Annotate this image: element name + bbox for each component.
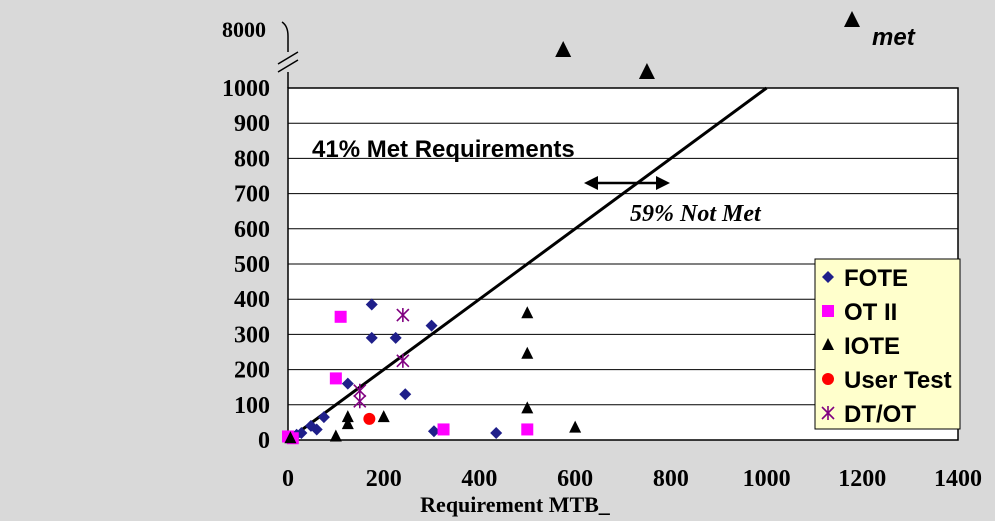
y-tick-label: 300 — [234, 322, 270, 348]
x-tick-label: 200 — [366, 466, 402, 492]
met-triangle-icon — [844, 11, 860, 27]
iote-point — [521, 306, 534, 319]
requirement-line — [287, 86, 768, 442]
ot-ii-point — [437, 423, 450, 436]
y-break-label: 8000 — [222, 17, 266, 42]
met-annotation: 41% Met Requirements — [312, 136, 575, 163]
x-tick-label: 0 — [282, 466, 294, 492]
iote-legend-icon — [822, 338, 834, 350]
y-tick-label: 900 — [234, 111, 270, 137]
x-axis-label: Requirement MTB_ — [420, 492, 611, 517]
y-tick-label: 800 — [234, 146, 270, 172]
x-tick-label: 1400 — [934, 466, 982, 492]
iote-point — [521, 401, 534, 414]
x-tick-label: 800 — [653, 466, 689, 492]
fote-point — [399, 388, 412, 401]
y-tick-label: 1000 — [222, 76, 270, 102]
x-tick-label: 1000 — [743, 466, 791, 492]
fote-point — [389, 331, 402, 344]
user-test-legend-icon — [822, 373, 834, 385]
y-tick-label: 100 — [234, 393, 270, 419]
fote-point — [317, 411, 330, 424]
fote-point — [427, 425, 440, 438]
y-tick-label: 200 — [234, 358, 270, 384]
x-tick-label: 600 — [557, 466, 593, 492]
y-tick-label: 700 — [234, 182, 270, 208]
met-corner-label: met — [872, 24, 916, 51]
fote-point — [341, 377, 354, 390]
data-points — [282, 298, 582, 445]
legend-label: IOTE — [844, 333, 900, 360]
fote-point — [365, 331, 378, 344]
dt-ot-point — [396, 308, 410, 323]
axis-break — [277, 21, 299, 88]
legend-label: OT II — [844, 299, 897, 326]
met-corner-marker: met — [844, 11, 916, 51]
iote-point — [329, 429, 342, 442]
x-tick-labels: 0 200 400 600 800 1000 1200 1400 — [282, 466, 982, 492]
off-scale-point — [555, 41, 572, 57]
not-met-annotation: 59% Not Met — [630, 201, 762, 227]
iote-point — [569, 420, 582, 433]
legend-label: User Test — [844, 367, 952, 394]
off-scale-points — [555, 41, 655, 79]
ot-ii-point — [329, 372, 342, 385]
dt-ot-legend-icon — [821, 406, 835, 420]
dt-ot-point — [353, 394, 367, 409]
y-tick-label: 500 — [234, 252, 270, 278]
y-tick-labels: 0 100 200 300 400 500 600 700 800 900 1000 — [222, 76, 270, 454]
ot-ii-legend-icon — [822, 305, 834, 317]
fote-legend-icon — [822, 271, 834, 283]
iote-point — [521, 346, 534, 359]
y-tick-label: 600 — [234, 217, 270, 243]
legend-box — [814, 258, 961, 430]
fote-point — [310, 423, 323, 436]
legend-label: FOTE — [844, 265, 908, 292]
y-tick-label: 0 — [258, 428, 270, 454]
iote-point — [341, 410, 354, 423]
x-tick-label: 400 — [461, 466, 497, 492]
x-tick-label: 1200 — [838, 466, 886, 492]
legend: FOTE OT II IOTE User Test DT/OT — [814, 258, 961, 430]
dt-ot-point — [396, 353, 410, 368]
iote-point — [377, 410, 390, 423]
user-test-point — [363, 412, 376, 425]
split-arrow — [584, 176, 670, 190]
legend-label: DT/OT — [844, 401, 916, 428]
fote-point — [425, 319, 438, 332]
ot-ii-point — [334, 310, 347, 323]
fote-point — [490, 426, 503, 439]
fote-point — [365, 298, 378, 311]
y-tick-label: 400 — [234, 287, 270, 313]
ot-ii-point — [521, 423, 534, 436]
iote-point — [284, 431, 297, 444]
iote-point — [341, 417, 354, 430]
off-scale-point — [638, 63, 655, 79]
